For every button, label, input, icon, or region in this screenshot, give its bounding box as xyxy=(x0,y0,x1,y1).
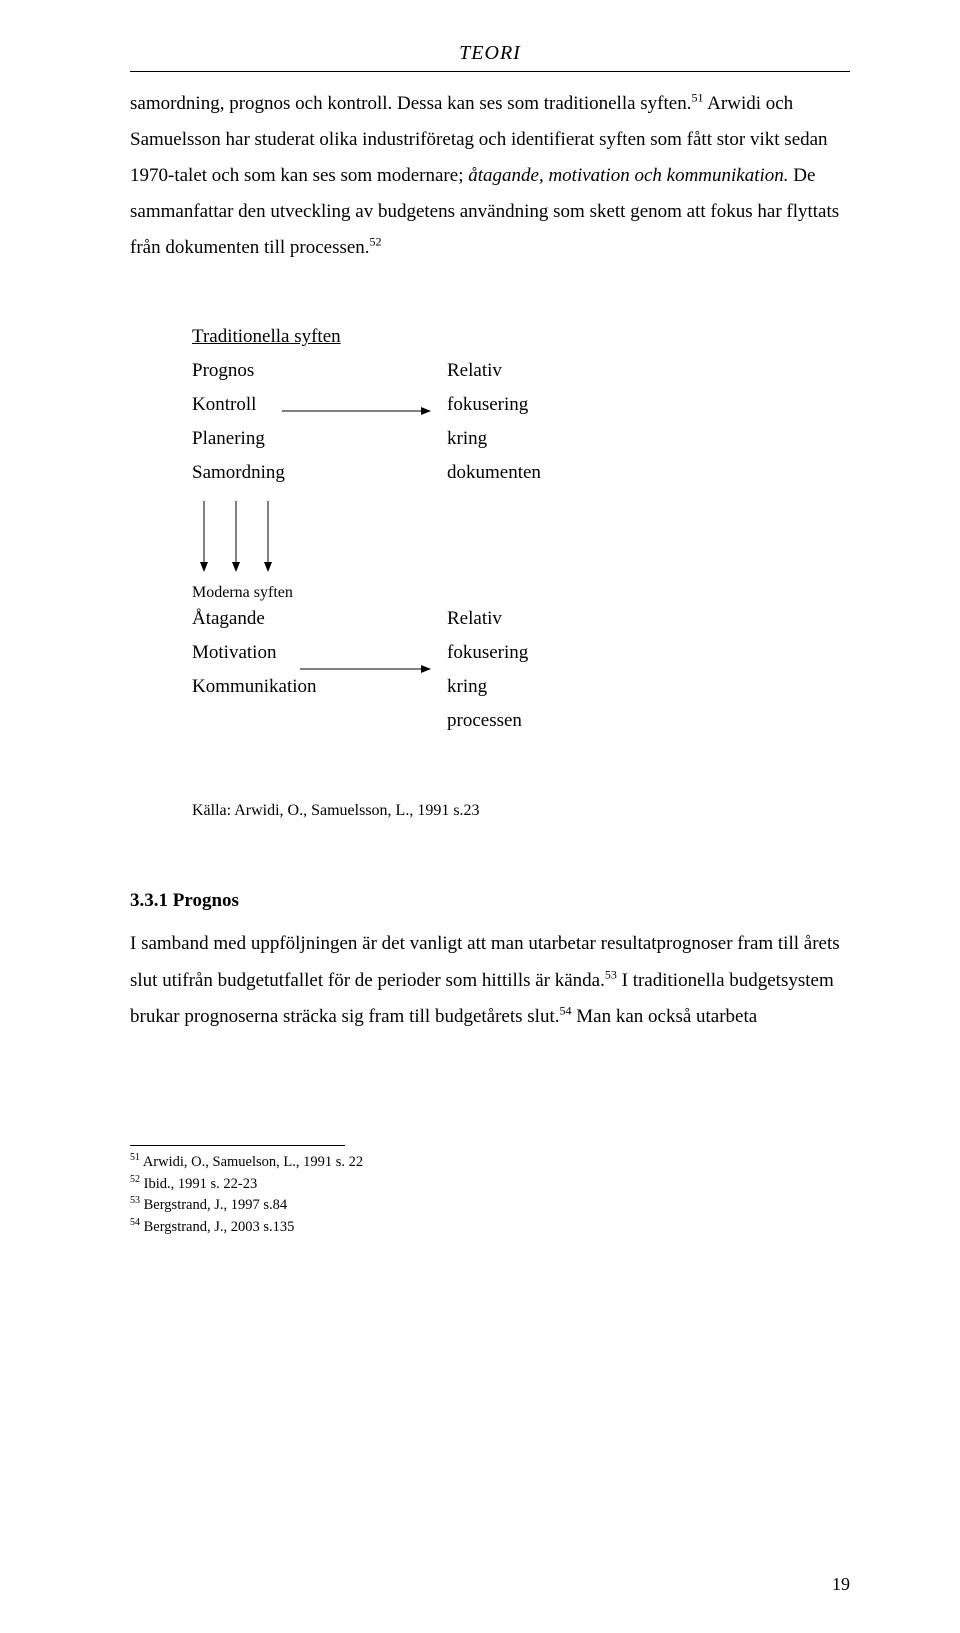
diagram2-left-col: Åtagande Motivation Kommunikation xyxy=(192,602,317,704)
diagram-modern: Moderna syften Åtagande Motivation Kommu… xyxy=(192,584,692,742)
footnote-53: 53 Bergstrand, J., 1997 s.84 xyxy=(130,1195,850,1217)
paragraph-1: samordning, prognos och kontroll. Dessa … xyxy=(130,86,850,266)
diagram1-left-2: Planering xyxy=(192,422,285,456)
footnote-54: 54 Bergstrand, J., 2003 s.135 xyxy=(130,1217,850,1239)
footnote-51-num: 51 xyxy=(130,1152,140,1163)
diagram1-left-0: Prognos xyxy=(192,354,285,388)
footnote-ref-54: 54 xyxy=(560,1003,572,1017)
diagram2-right-col: Relativ fokusering kring processen xyxy=(447,602,528,738)
footnote-53-num: 53 xyxy=(130,1195,140,1206)
footnote-52-num: 52 xyxy=(130,1174,140,1185)
diagram1-left-col: Prognos Kontroll Planering Samordning xyxy=(192,354,285,490)
para1-lead: samordning, prognos och kontroll. Dessa … xyxy=(130,93,691,114)
footnote-ref-52: 52 xyxy=(370,235,382,249)
diagram-source: Källa: Arwidi, O., Samuelsson, L., 1991 … xyxy=(192,802,850,820)
page: TEORI samordning, prognos och kontroll. … xyxy=(0,0,960,1633)
diagram2-left-0: Åtagande xyxy=(192,602,317,636)
footnote-54-num: 54 xyxy=(130,1217,140,1228)
diagram2-columns: Åtagande Motivation Kommunikation Relati… xyxy=(192,602,692,742)
diagram2-right-0: Relativ xyxy=(447,602,528,636)
diagram2-right-3: processen xyxy=(447,704,528,738)
diagram1-left-1: Kontroll xyxy=(192,388,285,422)
diagram1-heading: Traditionella syften xyxy=(192,326,692,348)
diagram2-right-2: kring xyxy=(447,670,528,704)
footnote-rule xyxy=(130,1145,345,1146)
diagram1-right-col: Relativ fokusering kring dokumenten xyxy=(447,354,541,490)
diagram2-right-1: fokusering xyxy=(447,636,528,670)
section-para: I samband med uppföljningen är det vanli… xyxy=(130,926,850,1034)
footnote-ref-53: 53 xyxy=(605,967,617,981)
footnote-51: 51 Arwidi, O., Samuelson, L., 1991 s. 22 xyxy=(130,1152,850,1174)
para1-italic: åtagande, motivation och kommunikation. xyxy=(468,165,788,186)
diagram1-columns: Prognos Kontroll Planering Samordning Re… xyxy=(192,354,692,484)
diagram2-heading: Moderna syften xyxy=(192,584,692,602)
diagram2-left-1: Motivation xyxy=(192,636,317,670)
diagram1-right-0: Relativ xyxy=(447,354,541,388)
diagram1-right-2: kring xyxy=(447,422,541,456)
footnote-ref-51: 51 xyxy=(691,91,703,105)
footnote-51-text: Arwidi, O., Samuelson, L., 1991 s. 22 xyxy=(140,1154,363,1170)
footnote-52-text: Ibid., 1991 s. 22-23 xyxy=(140,1176,257,1192)
section-heading-3-3-1: 3.3.1 Prognos xyxy=(130,890,850,912)
diagram2-left-2: Kommunikation xyxy=(192,670,317,704)
section-para-tail: Man kan också utarbeta xyxy=(572,1006,758,1027)
footnotes: 51 Arwidi, O., Samuelson, L., 1991 s. 22… xyxy=(130,1152,850,1239)
diagram1-right-1: fokusering xyxy=(447,388,541,422)
footnote-52: 52 Ibid., 1991 s. 22-23 xyxy=(130,1174,850,1196)
diagram-traditional: Traditionella syften Prognos Kontroll Pl… xyxy=(192,326,692,484)
diagram1-right-3: dokumenten xyxy=(447,456,541,490)
footnote-54-text: Bergstrand, J., 2003 s.135 xyxy=(140,1219,294,1235)
footnote-53-text: Bergstrand, J., 1997 s.84 xyxy=(140,1197,287,1213)
diagram1-left-3: Samordning xyxy=(192,456,285,490)
running-header: TEORI xyxy=(130,42,850,72)
page-number: 19 xyxy=(832,1574,850,1595)
